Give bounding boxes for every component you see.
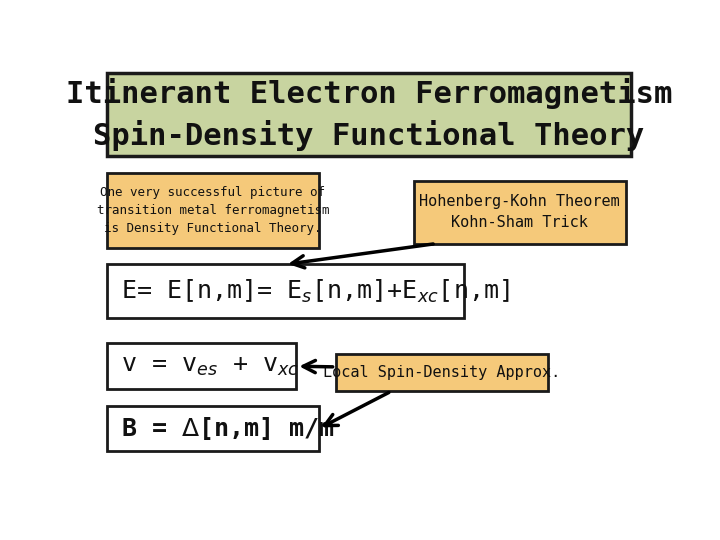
- Text: Itinerant Electron Ferromagnetism: Itinerant Electron Ferromagnetism: [66, 78, 672, 110]
- Text: One very successful picture of
transition metal ferromagnetism
is Density Functi: One very successful picture of transitio…: [96, 186, 329, 235]
- FancyBboxPatch shape: [413, 181, 626, 244]
- FancyBboxPatch shape: [336, 354, 548, 391]
- Text: Spin-Density Functional Theory: Spin-Density Functional Theory: [94, 120, 644, 151]
- FancyBboxPatch shape: [107, 173, 319, 248]
- Text: B = $\Delta$[n,m] m/m: B = $\Delta$[n,m] m/m: [121, 415, 335, 442]
- Text: Hohenberg-Kohn Theorem
Kohn-Sham Trick: Hohenberg-Kohn Theorem Kohn-Sham Trick: [419, 194, 620, 231]
- FancyBboxPatch shape: [107, 73, 631, 156]
- Text: E= E[n,m]= E$_s$[n,m]+E$_{xc}$[n,m]: E= E[n,m]= E$_s$[n,m]+E$_{xc}$[n,m]: [121, 278, 509, 305]
- Text: Local Spin-Density Approx.: Local Spin-Density Approx.: [323, 365, 560, 380]
- Text: v = v$_{es}$ + v$_{xc}$: v = v$_{es}$ + v$_{xc}$: [121, 354, 299, 378]
- FancyBboxPatch shape: [107, 406, 319, 451]
- FancyBboxPatch shape: [107, 343, 297, 389]
- FancyBboxPatch shape: [107, 265, 464, 319]
